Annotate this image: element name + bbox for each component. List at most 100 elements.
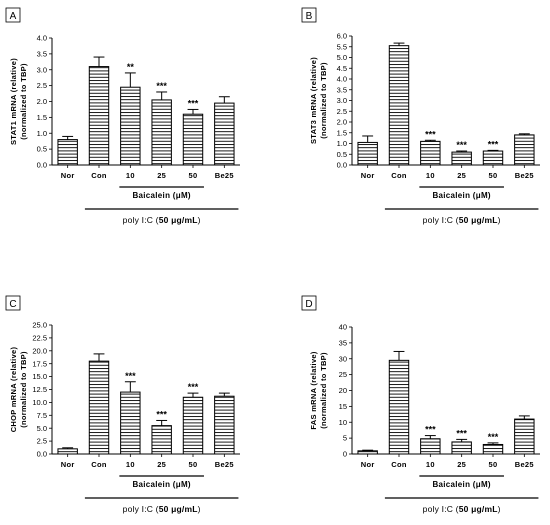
y-tick-label: 6.0 — [337, 32, 347, 41]
bar — [482, 150, 504, 166]
y-tick-label: 2.5 — [337, 107, 347, 116]
baicalein-label: Baicalein (μM) — [132, 480, 190, 489]
y-tick-label: 5.5 — [337, 42, 347, 51]
x-tick-label: 50 — [489, 171, 498, 180]
bar — [151, 99, 172, 166]
bar — [214, 102, 235, 166]
x-tick-label: Con — [391, 460, 407, 469]
x-tick-label: 10 — [426, 171, 435, 180]
y-tick-label: 4.0 — [337, 75, 347, 84]
significance-label: *** — [156, 81, 167, 91]
y-tick-label: 2.0 — [337, 118, 347, 127]
significance-label: *** — [488, 139, 499, 149]
baicalein-label: Baicalein (μM) — [432, 480, 490, 489]
panel-tag-box — [301, 295, 317, 311]
significance-label: *** — [456, 428, 467, 438]
bar — [120, 86, 141, 166]
y-tick-label: 1.5 — [337, 128, 347, 137]
y-tick-label: 25.0 — [32, 321, 47, 330]
x-tick-label: Nor — [61, 460, 75, 469]
x-tick-label: 10 — [126, 171, 135, 180]
y-tick-label: 3.5 — [337, 85, 347, 94]
y-axis-label: FAS mRNA (relative) — [309, 351, 318, 430]
x-tick-label: Be25 — [215, 171, 234, 180]
x-tick-label: Be25 — [515, 460, 534, 469]
y-tick-label: 3.0 — [337, 96, 347, 105]
bar — [120, 391, 141, 455]
y-tick-label: 12.5 — [32, 385, 47, 394]
bar — [388, 359, 410, 455]
treatment-dose: 50 μg/mL — [159, 215, 198, 225]
y-tick-label: 0.5 — [337, 150, 347, 159]
y-tick-label: 2.5 — [37, 437, 47, 446]
x-tick-label: Nor — [61, 171, 75, 180]
y-tick-label: 22.5 — [32, 334, 47, 343]
treatment-label: poly I:C (50 μg/mL) — [123, 504, 201, 514]
y-axis-sublabel: (normalized to TBP) — [319, 62, 328, 139]
significance-label: *** — [156, 409, 167, 419]
x-tick-label: Con — [91, 460, 107, 469]
x-tick-label: 25 — [457, 460, 466, 469]
significance-label: *** — [425, 129, 436, 139]
y-axis-label: STAT1 mRNA (relative) — [9, 58, 18, 145]
y-tick-label: 5 — [343, 434, 347, 443]
bar — [182, 113, 204, 166]
x-tick-label: 50 — [189, 460, 198, 469]
treatment-label: poly I:C (50 μg/mL) — [123, 215, 201, 225]
bar — [357, 450, 378, 455]
y-tick-label: 3.5 — [37, 49, 47, 58]
significance-label: *** — [188, 98, 199, 108]
significance-label: *** — [125, 371, 136, 381]
panel-c: C 0.0 2.5 5.0 7.5 10.0 12.5 15.0 17.5 20.0 22.5 25.… — [5, 295, 240, 514]
bar — [388, 45, 410, 166]
significance-label: *** — [188, 382, 199, 392]
panel-tag-box — [5, 295, 21, 311]
treatment-prefix: poly I:C ( — [423, 215, 459, 225]
panel-b: B 0.0 0.5 1.0 1.52.0 2.5 3.0 3.54.0 4.5 5.0 5.56.0… — [301, 7, 540, 225]
x-tick-label: 50 — [489, 460, 498, 469]
bar — [151, 425, 172, 455]
x-tick-label: 25 — [157, 460, 166, 469]
treatment-suffix: ) — [498, 504, 501, 514]
bar — [451, 151, 472, 166]
bar — [420, 140, 441, 166]
bar — [214, 395, 235, 455]
y-tick-label: 35 — [339, 338, 347, 347]
panel-d: D 0 5 10 15 20 25 30 35 40 FAS mRNA (relative) (nor… — [301, 295, 540, 514]
significance-label: ** — [127, 62, 135, 72]
y-axis-label: STAT3 mRNA (relative) — [309, 57, 318, 144]
panel-tag-box — [5, 7, 21, 23]
bar — [357, 141, 378, 166]
y-tick-label: 7.5 — [37, 411, 47, 420]
panel-tag: C — [9, 299, 16, 310]
y-tick-label: 2.0 — [37, 97, 47, 106]
x-tick-label: 25 — [457, 171, 466, 180]
panel-tag-box — [301, 7, 317, 23]
y-tick-label: 2.5 — [37, 81, 47, 90]
bar — [420, 438, 441, 455]
x-tick-label: Nor — [361, 460, 375, 469]
y-tick-label: 1.0 — [337, 139, 347, 148]
significance-label: *** — [456, 140, 467, 150]
y-tick-label: 15.0 — [32, 372, 47, 381]
panel-a: A 0.0 0.5 1.0 1.5 2.0 2.5 3.0 3.5 4.0 STAT1 mRNA (… — [5, 7, 240, 225]
significance-label: *** — [425, 425, 436, 435]
x-tick-label: Be25 — [515, 171, 534, 180]
treatment-prefix: poly I:C ( — [423, 504, 459, 514]
x-tick-label: 50 — [189, 171, 198, 180]
y-tick-label: 10.0 — [32, 398, 47, 407]
treatment-dose: 50 μg/mL — [159, 504, 198, 514]
panel-tag: B — [306, 11, 313, 22]
x-tick-label: Con — [391, 171, 407, 180]
y-tick-label: 1.0 — [37, 129, 47, 138]
y-tick-label: 40 — [339, 323, 347, 332]
treatment-dose: 50 μg/mL — [459, 504, 498, 514]
y-tick-label: 5.0 — [37, 424, 47, 433]
y-tick-label: 0.0 — [37, 161, 47, 170]
bar — [57, 448, 78, 455]
x-tick-label: 10 — [426, 460, 435, 469]
y-tick-label: 3.0 — [37, 65, 47, 74]
treatment-label: poly I:C (50 μg/mL) — [423, 215, 501, 225]
